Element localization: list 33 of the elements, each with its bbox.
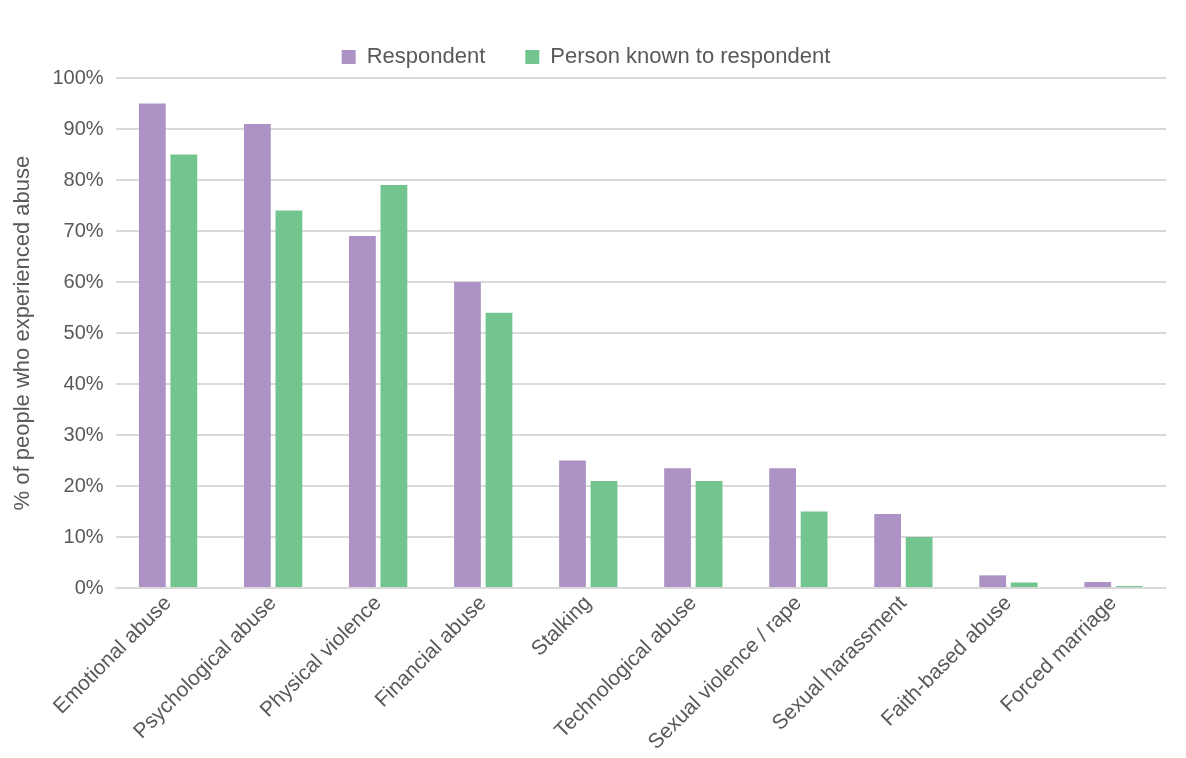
y-tick-label: 40% [63,371,104,394]
bar [275,210,303,588]
bar [349,236,376,588]
bar [769,468,796,588]
y-tick-label: 0% [74,575,104,598]
bar [1010,582,1038,588]
bar [454,282,481,588]
bar [979,575,1007,588]
y-tick-label: 30% [63,422,104,445]
legend-label: Respondent [366,43,486,69]
bar [380,185,408,588]
legend-label: Person known to respondent [550,43,831,69]
y-axis-title: % of people who experienced abuse [9,155,35,511]
y-tick-label: 60% [63,269,104,292]
y-tick-label: 50% [63,320,104,343]
bar [138,103,166,588]
bar [874,514,902,588]
bar [170,154,198,588]
bar [243,123,271,588]
bar [905,537,933,588]
bar [695,480,723,588]
bar [1084,581,1112,588]
y-tick-label: 70% [63,218,104,241]
bar [590,480,618,588]
bar [664,468,691,588]
bar [800,511,828,588]
y-tick-label: 90% [63,116,104,139]
bar [559,460,586,588]
y-tick-label: 100% [52,65,104,88]
y-tick-label: 10% [63,524,104,547]
y-tick-label: 80% [63,167,104,190]
y-tick-label: 20% [63,473,104,496]
bar [485,312,513,588]
